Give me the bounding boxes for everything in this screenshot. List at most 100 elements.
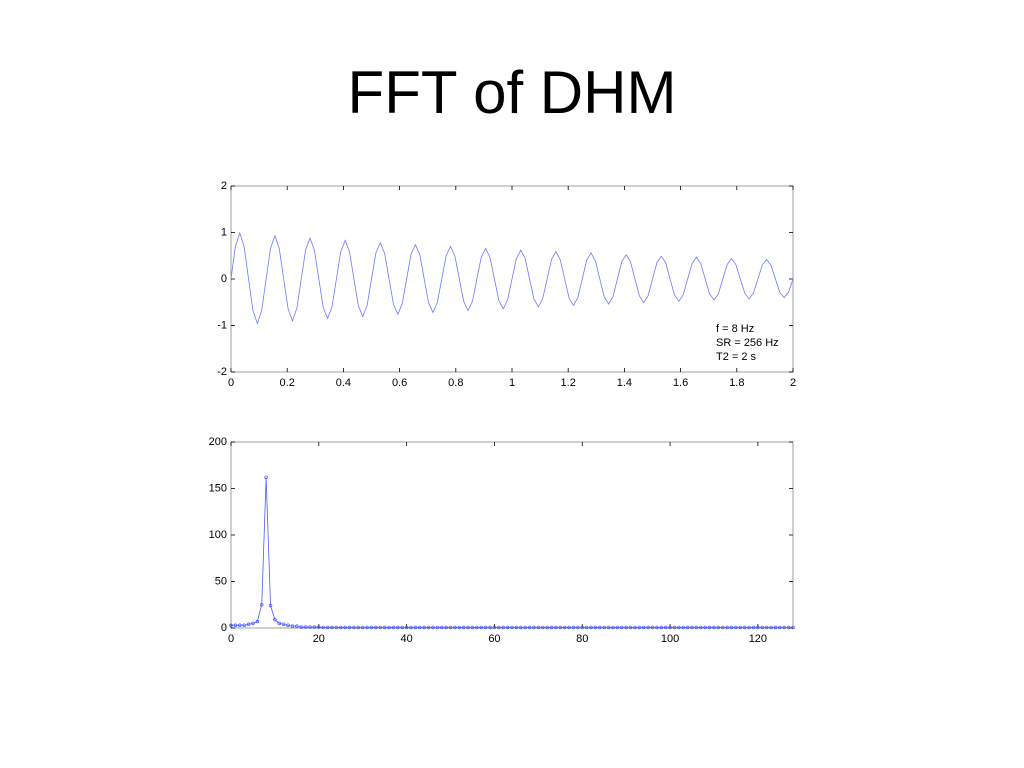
data-point <box>308 625 312 629</box>
data-point <box>317 625 321 629</box>
data-point <box>738 625 743 630</box>
data-point <box>703 625 707 630</box>
data-point <box>325 625 330 630</box>
data-point <box>624 625 628 630</box>
data-point <box>663 625 668 630</box>
data-point <box>334 625 339 630</box>
data-point <box>558 625 563 630</box>
data-point <box>567 625 571 630</box>
data-point <box>295 624 299 628</box>
data-point <box>782 625 786 630</box>
data-point <box>729 625 734 630</box>
data-point <box>312 625 317 629</box>
data-point <box>479 625 484 630</box>
data-point <box>497 625 501 630</box>
data-point <box>712 625 716 630</box>
data-point <box>343 625 347 630</box>
x-tick-label: 1.6 <box>673 377 688 389</box>
data-point <box>492 625 497 630</box>
data-point <box>418 625 422 630</box>
data-point <box>576 625 580 630</box>
x-tick-label: 40 <box>401 633 413 645</box>
data-point <box>655 625 659 630</box>
data-point <box>409 625 413 630</box>
data-point <box>488 625 492 630</box>
data-point <box>356 625 361 630</box>
data-point <box>756 625 760 630</box>
data-point <box>659 625 664 630</box>
data-point <box>299 625 304 629</box>
data-point <box>620 625 624 630</box>
data-point <box>773 625 778 630</box>
y-tick-label: 50 <box>215 575 227 587</box>
data-point <box>589 625 593 630</box>
data-point <box>330 625 334 630</box>
x-tick-label: 100 <box>661 633 679 645</box>
data-point <box>426 625 431 630</box>
data-point <box>242 623 246 627</box>
data-point <box>554 625 558 630</box>
data-point <box>378 625 383 630</box>
data-point <box>277 621 282 626</box>
y-tick-label: 2 <box>221 180 227 192</box>
data-point <box>422 625 426 630</box>
data-point <box>413 625 418 630</box>
data-point <box>751 625 756 630</box>
x-tick-label: 0 <box>228 377 234 389</box>
data-point <box>734 625 738 630</box>
x-tick-label: 0 <box>228 633 234 645</box>
data-point <box>374 625 378 630</box>
annotation: f = 8 Hz <box>716 323 754 335</box>
x-tick-label: 1.8 <box>729 377 744 389</box>
x-tick-label: 1.4 <box>617 377 632 389</box>
data-point <box>505 625 510 630</box>
data-point <box>290 624 295 628</box>
x-tick-label: 2 <box>790 377 796 389</box>
x-tick-label: 0.4 <box>336 377 351 389</box>
data-point <box>391 625 396 630</box>
x-tick-label: 20 <box>313 633 325 645</box>
data-point <box>321 625 325 630</box>
data-point <box>281 622 286 627</box>
data-point <box>650 625 655 630</box>
data-point <box>580 625 584 630</box>
data-point <box>255 619 260 624</box>
data-point <box>453 625 457 630</box>
data-point <box>615 625 620 630</box>
data-point <box>382 625 387 630</box>
data-point <box>742 625 747 630</box>
data-point <box>593 625 598 630</box>
data-point <box>536 625 541 630</box>
slide-title: FFT of DHM <box>348 59 677 126</box>
data-point <box>431 625 435 630</box>
data-point <box>286 623 290 627</box>
data-point <box>251 621 255 626</box>
y-tick-label: 0 <box>221 622 227 634</box>
annotation: T2 = 2 s <box>716 351 757 363</box>
data-point <box>760 625 765 630</box>
data-point <box>339 625 343 630</box>
y-tick-label: 200 <box>209 436 227 448</box>
data-point <box>628 625 633 630</box>
y-tick-label: -2 <box>217 366 227 378</box>
data-point <box>404 625 409 630</box>
data-point <box>347 625 352 630</box>
x-tick-label: 1 <box>509 377 515 389</box>
data-point <box>677 625 681 630</box>
data-point <box>435 625 440 630</box>
data-point <box>549 625 554 630</box>
data-point <box>584 625 589 630</box>
y-tick-label: 100 <box>209 529 227 541</box>
data-point <box>238 623 242 627</box>
data-point <box>562 625 567 630</box>
y-tick-label: 1 <box>221 226 227 238</box>
data-point <box>268 603 273 608</box>
data-point <box>716 625 721 630</box>
data-point <box>246 622 251 627</box>
data-point <box>545 625 549 630</box>
data-point <box>633 625 637 630</box>
data-point <box>694 625 699 630</box>
data-point <box>571 625 576 630</box>
data-point <box>233 623 238 627</box>
